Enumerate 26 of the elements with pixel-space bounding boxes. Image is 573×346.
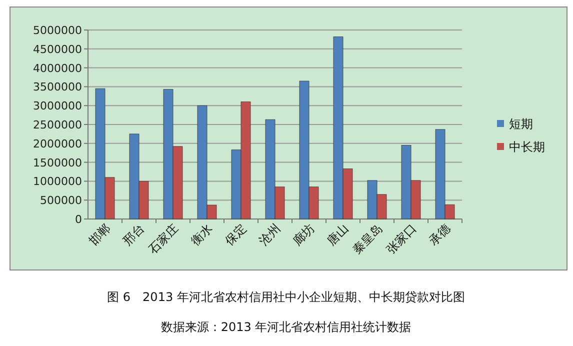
y-tick-label: 500000	[40, 194, 82, 208]
x-tick-label: 衡水	[188, 221, 216, 248]
y-tick-label: 4000000	[33, 62, 82, 75]
y-tick-label: 0	[75, 213, 82, 226]
x-tick-label: 保定	[222, 221, 250, 248]
source-note: 数据来源：2013 年河北省农村信用社统计数据	[160, 320, 412, 334]
y-tick-label: 3000000	[33, 100, 82, 113]
x-tick-label: 邢台	[120, 221, 148, 248]
x-tick-label: 张家口	[384, 221, 420, 257]
y-tick-label: 2000000	[33, 137, 82, 150]
x-tick-label: 石家庄	[146, 221, 182, 257]
text: 图 6 2013 年河北省农村信用社中小企业短期、中长期贷款对比图	[107, 290, 465, 304]
x-tick-label: 沧州	[256, 221, 284, 248]
x-tick-label: 唐山	[324, 221, 352, 248]
x-tick-label: 廊坊	[290, 221, 318, 248]
y-tick-label: 4500000	[33, 42, 82, 56]
x-tick-label: 秦皇岛	[350, 221, 386, 257]
y-tick-label: 1000000	[33, 175, 82, 188]
y-tick-label: 5000000	[33, 24, 82, 37]
y-tick-label: 1500000	[33, 156, 82, 170]
y-tick-label: 2500000	[33, 118, 82, 132]
legend-label: 短期	[509, 117, 533, 131]
y-tick-label: 3500000	[33, 80, 82, 94]
legend-label: 中长期	[509, 140, 545, 154]
x-tick-label: 承德	[426, 221, 454, 248]
x-tick-label: 邯郸	[86, 221, 114, 248]
